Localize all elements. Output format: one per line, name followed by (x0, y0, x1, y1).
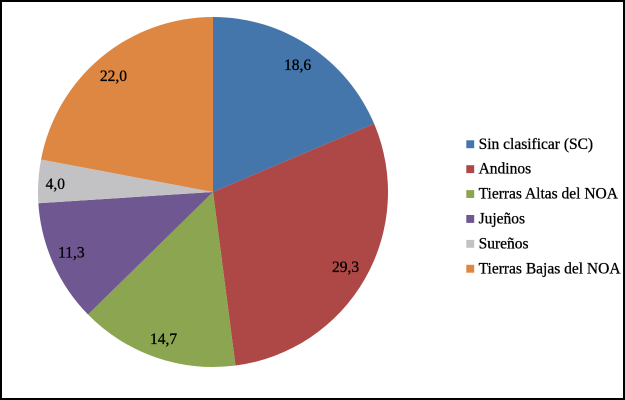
svg-text:22,0: 22,0 (100, 68, 127, 85)
svg-text:Sureños: Sureños (479, 235, 529, 252)
svg-text:11,3: 11,3 (58, 244, 85, 261)
svg-text:14,7: 14,7 (150, 331, 177, 348)
svg-text:4,0: 4,0 (46, 176, 66, 193)
svg-text:Tierras Bajas del NOA: Tierras Bajas del NOA (479, 260, 622, 277)
svg-text:Sin clasificar (SC): Sin clasificar (SC) (479, 136, 594, 153)
svg-text:Jujeños: Jujeños (479, 211, 525, 228)
svg-text:18,6: 18,6 (284, 57, 311, 74)
svg-text:Andinos: Andinos (479, 161, 532, 178)
svg-text:29,3: 29,3 (332, 259, 359, 276)
svg-text:Tierras Altas del NOA: Tierras Altas del NOA (479, 186, 619, 203)
